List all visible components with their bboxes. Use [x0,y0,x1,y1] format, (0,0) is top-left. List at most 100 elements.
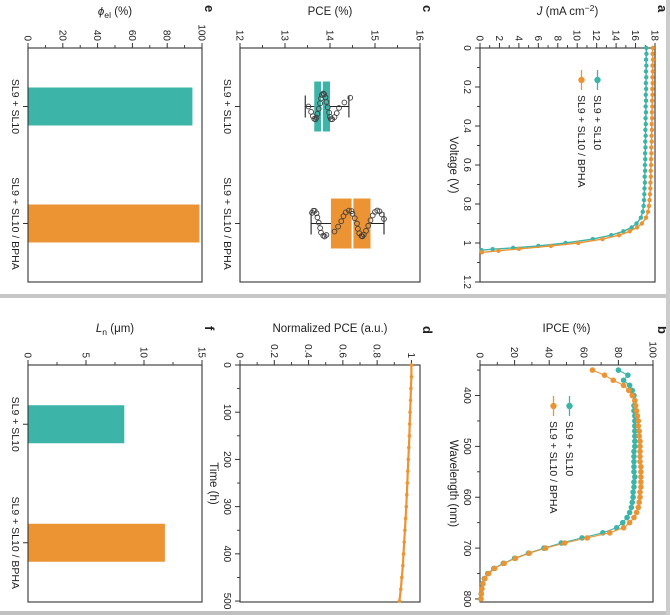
panel-d-series-point [408,398,413,403]
panel-c-scatter-point [321,91,327,98]
panel-a-xtick: 0.6 [461,158,472,172]
panel-a-xtick: 1.2 [461,275,472,289]
panel-c-scatter-point [369,212,376,219]
panel-a-ytick: 6 [532,35,543,41]
panel-b-ytick: 80 [612,347,623,359]
panel-a-series-point [649,133,654,138]
panel-d-ytick: 0.6 [336,344,347,358]
panel-b-series-point [631,458,637,465]
panel-d-series-point [407,422,412,426]
panel-c-scatter-point [381,216,387,222]
panel-d-series-point [409,386,413,391]
panel-b-ytick: 0 [474,352,485,358]
panel-a-ytick: 18 [649,30,660,42]
panel-a-ytick: 16 [629,30,640,42]
panel-b-series-point [631,469,637,475]
panel-e: e SL9 + SL10 SL9 + SL10 / BPHA 0 20 40 60 80 100… [9,5,217,283]
panel-f-bar [28,405,125,444]
panel-b-series-point [634,413,641,419]
panel-d-series-point [406,469,410,474]
panel-d-ytick: 0.8 [371,344,382,358]
panel-b-series-point [635,504,642,511]
panel-d: d 0 0.2 0.4 0.6 0.8 1 0 100 200 300 400 500 Normalize… [207,323,435,610]
panel-a-series-point [639,221,645,226]
legend-marker-dot [550,402,557,410]
panel-c-scatter-point [338,218,345,225]
panel-c-ylabel: PCE (%) [308,6,353,18]
panel-a-series-point [496,248,501,254]
panel-a-ytick: 12 [590,30,601,42]
panel-a-series-point [642,174,647,179]
panel-c-ytick: 16 [414,30,425,42]
panel-a-series-point [516,246,522,252]
panel-c-scatter-point [314,214,321,221]
panel-b-ytick: 40 [543,347,554,359]
panel-b-series-point [632,438,638,445]
panel-f-ytick: 10 [138,347,149,359]
panel-d-series-point [401,552,406,556]
panel-a-series-point [548,243,554,249]
panel-c-scatter-point [335,223,341,230]
panel-d-series-point [405,481,410,485]
panel-a-series-point [643,127,648,133]
panel-d-xtick: 300 [221,498,232,515]
panel-e-ytick: 80 [161,30,172,42]
panel-b-series-point [638,484,644,490]
panel-d-xtick: 0 [221,362,232,368]
panel-b-ytick: 20 [508,347,519,359]
panel-f-ytick: 0 [22,352,33,358]
panel-b-series-point [478,591,485,597]
panel-a-series-point [638,215,644,220]
panel-b-series-point [637,448,643,455]
panel-a-series-point [649,98,655,103]
panel-a-series-point [644,63,649,68]
panel-a-series-point [647,192,653,197]
panel-c: c SL9 + SL10 SL9 + SL10 / BPHA 12 13 14 15 16 PC… [221,5,435,283]
panel-letter-f: f [202,326,217,331]
panel-b-series-point [637,443,643,450]
panel-c-category-label: SL9 + SL10 / BPHA [221,177,233,270]
panel-a-series-point [627,229,632,234]
panel-a-series-point [575,240,581,246]
panel-e-category-label: SL9 + SL10 [9,79,21,134]
panel-b-series-point [626,382,633,389]
panel-b-series-point [620,524,627,531]
panel-a-series-point [650,104,655,109]
panel-d-series-point [404,493,409,497]
panel-c-scatter-point [354,220,360,227]
panel-c-scatter-point [320,232,327,239]
panel-a-series-point [640,209,645,215]
panel-a-series-point [643,121,648,127]
panel-c-scatter-point [349,210,356,217]
panel-a-series-point [643,104,648,109]
panel-d-frame [239,364,421,603]
panel-a-series-line [481,47,648,251]
panel-a-series-point [643,110,649,115]
panel-a-series-point [616,233,622,238]
panel-b-series-point [561,540,568,546]
panel-b-series-point [542,545,549,551]
panel-b-series-point [630,489,636,495]
panel-c-box [330,198,371,249]
panel-c-scatter-point [331,228,338,235]
panel-c-category-label: SL9 + SL10 [221,79,233,134]
legend-label: SL9 + SL10 [563,421,575,476]
panel-d-series-point [404,504,409,509]
panel-a-ylabel: J (mA cm−2) [536,3,599,18]
panel-c-scatter-point [342,209,349,216]
panel-e-ylabel: ϕel (%) [98,6,132,20]
panel-f-category-label: SL9 + SL10 [9,397,21,452]
panel-a-xtick: 1 [461,240,472,246]
panel-b-series-point [630,494,636,501]
panel-b-xtick: 600 [461,489,472,506]
panel-b-xlabel: Wavelength (nm) [447,440,459,527]
panel-c-scatter-point [378,211,385,218]
panel-b-xtick: 800 [461,591,472,608]
panel-b-series-point [638,479,644,485]
panel-c-ytick: 12 [234,30,245,42]
panel-d-xlabel: Time (h) [207,462,219,505]
panel-a-series-point [643,139,648,144]
